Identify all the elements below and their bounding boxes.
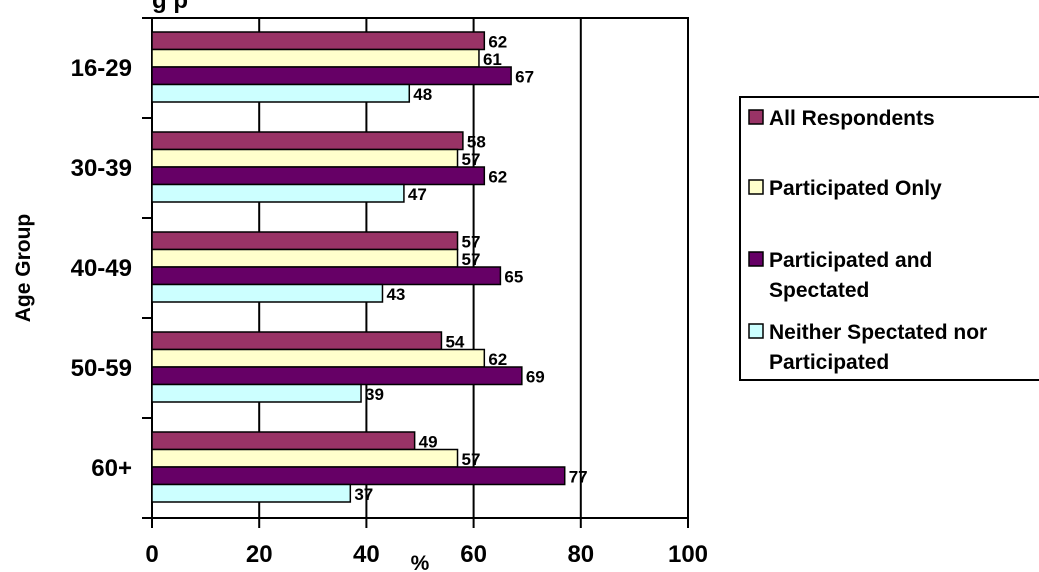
data-label: 58 [467,133,486,152]
data-label: 57 [462,250,481,269]
data-label: 39 [365,385,384,404]
legend-frame [739,96,1039,381]
bar [151,48,480,68]
data-label: 47 [408,185,427,204]
legend-label: All Respondents [769,107,935,130]
x-tick-label: 60 [460,541,487,568]
bar [151,231,459,251]
data-label: 62 [488,168,507,187]
data-label: 57 [462,450,481,469]
bar [151,148,459,168]
bar [151,448,459,468]
bars [151,31,566,503]
data-label: 37 [354,485,373,504]
data-label: 57 [462,150,481,169]
category-label: 50-59 [71,355,132,382]
bar [151,131,464,151]
bar [151,348,486,368]
x-tick-labels: 0 20 40 60 80 100 [145,541,708,568]
chart-title-fragment: g p [152,0,188,14]
legend: All Respondents Participated Only Particip… [739,96,1039,381]
category-label: 60+ [91,455,132,482]
legend-swatch [748,109,764,125]
bar [151,66,512,86]
data-label: 48 [413,85,432,104]
x-tick-label: 0 [145,541,158,568]
data-label: 57 [462,233,481,252]
bar [151,431,416,451]
x-axis-title: % [411,552,430,572]
bar [151,483,352,503]
data-label: 49 [419,433,438,452]
data-label: 67 [515,68,534,87]
data-label: 62 [488,33,507,52]
category-label: 16-29 [71,55,132,82]
data-label: 54 [445,333,464,352]
axes [142,17,689,528]
data-label: 43 [386,285,405,304]
bar [151,383,362,403]
bar [151,31,486,51]
bar [151,366,523,386]
bar [151,466,566,486]
legend-swatch [748,323,764,339]
x-tick-label: 40 [353,541,380,568]
x-tick-label: 80 [567,541,594,568]
legend-label: Participated and Spectated [769,249,932,302]
category-label: 40-49 [71,255,132,282]
legend-label: Participated Only [769,177,942,200]
data-label: 69 [526,368,545,387]
bar [151,283,384,303]
bar [151,266,502,286]
legend-label: Neither Spectated nor Participated [769,321,987,374]
bar [151,331,443,351]
data-label: 77 [569,468,588,487]
data-label: 65 [504,268,523,287]
category-labels: 16-29 30-39 40-49 50-59 60+ [71,55,132,482]
category-label: 30-39 [71,155,132,182]
data-label: 62 [488,350,507,369]
bar [151,183,405,203]
data-label: 61 [483,50,502,69]
y-axis-title: Age Group [12,214,35,323]
legend-swatch [748,251,764,267]
legend-swatch [748,179,764,195]
bar [151,83,411,103]
x-tick-label: 100 [668,541,708,568]
bar [151,248,459,268]
bar [151,166,486,186]
x-tick-label: 20 [246,541,273,568]
